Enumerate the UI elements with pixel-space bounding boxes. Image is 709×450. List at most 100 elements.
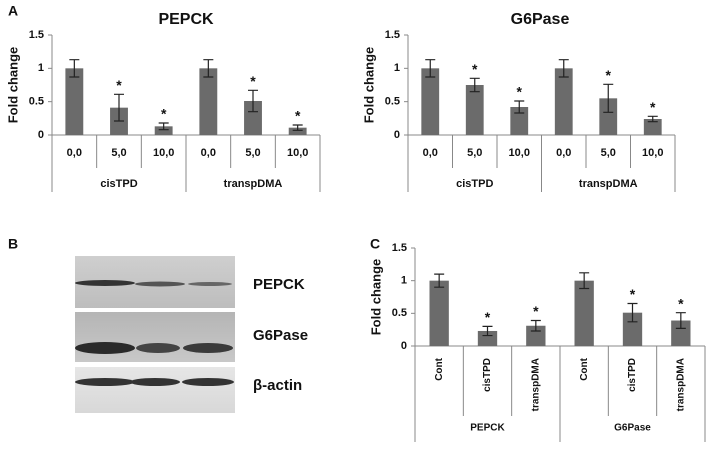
x-tick-label: 0,0	[423, 147, 438, 159]
significance-mark: *	[630, 286, 636, 302]
x-tick-label: 5,0	[601, 147, 616, 159]
y-tick-label: 0.5	[29, 96, 44, 108]
group-label: transpDMA	[579, 178, 638, 190]
group-label: cisTPD	[456, 178, 493, 190]
bar	[421, 68, 440, 135]
blot-band	[130, 378, 180, 386]
error-bar	[203, 59, 214, 78]
bar	[643, 119, 662, 135]
group-label: transpDMA	[224, 178, 283, 190]
bar	[65, 68, 84, 135]
blot-band	[136, 343, 180, 353]
error-bar	[675, 312, 686, 329]
blot-band	[75, 280, 135, 286]
bar	[465, 85, 484, 135]
x-tick-label: 5,0	[245, 147, 260, 159]
bar	[154, 126, 173, 135]
x-tick-label: 0,0	[201, 147, 216, 159]
significance-mark: *	[650, 99, 656, 115]
blot-band	[183, 343, 233, 353]
y-tick-label: 1.5	[385, 29, 400, 41]
error-bar	[69, 59, 80, 78]
x-tick-label: 5,0	[111, 147, 126, 159]
blot-band	[75, 378, 135, 386]
y-tick-label: 0	[401, 340, 407, 352]
y-axis-label: Fold change	[5, 47, 20, 124]
panel-label: A	[8, 3, 18, 19]
significance-mark: *	[161, 106, 167, 122]
error-bar	[647, 115, 658, 123]
error-bar	[425, 59, 436, 78]
x-tick-label: cisTPD	[482, 358, 493, 392]
error-bar	[603, 83, 614, 113]
error-bar	[482, 325, 493, 337]
x-tick-label: Cont	[579, 357, 590, 380]
error-bar	[248, 89, 258, 113]
error-bar	[558, 59, 569, 78]
bar	[671, 320, 691, 346]
panel-label: C	[370, 236, 380, 252]
x-tick-label: cisTPD	[627, 358, 638, 392]
bar	[574, 280, 594, 346]
y-tick-label: 0	[38, 129, 44, 141]
bar	[429, 280, 449, 346]
y-tick-label: 0.5	[392, 307, 407, 319]
chart-title: PEPCK	[158, 11, 214, 28]
error-bar	[292, 124, 303, 131]
bar	[477, 330, 498, 346]
blot-image	[75, 256, 235, 413]
bar	[288, 127, 307, 135]
blot-label: β-actin	[253, 377, 302, 394]
significance-mark: *	[472, 61, 478, 77]
x-tick-label: 10,0	[509, 147, 530, 159]
x-tick-label: 10,0	[153, 147, 174, 159]
group-label: cisTPD	[100, 178, 137, 190]
significance-mark: *	[533, 303, 539, 319]
panel-label: B	[8, 236, 18, 252]
bar	[199, 68, 218, 135]
group-label: G6Pase	[614, 423, 651, 434]
x-tick-label: 10,0	[287, 147, 308, 159]
significance-mark: *	[295, 108, 301, 124]
y-axis-label: Fold change	[361, 47, 376, 124]
significance-mark: *	[485, 309, 491, 325]
group-label: PEPCK	[470, 423, 505, 434]
y-axis-label: Fold change	[368, 259, 383, 336]
x-tick-label: Cont	[434, 357, 445, 380]
y-tick-label: 1.5	[392, 242, 407, 254]
x-tick-label: 10,0	[642, 147, 663, 159]
x-tick-label: transpDMA	[530, 358, 541, 411]
bar	[244, 101, 262, 135]
error-bar	[469, 77, 480, 93]
blot-band	[188, 282, 232, 286]
blot-label: G6Pase	[253, 327, 308, 344]
error-bar	[158, 122, 169, 131]
error-bar	[434, 273, 445, 288]
blot-label: PEPCK	[253, 276, 305, 293]
blot-lane	[75, 312, 235, 362]
x-tick-label: 0,0	[556, 147, 571, 159]
error-bar	[627, 302, 638, 323]
significance-mark: *	[678, 295, 684, 311]
x-tick-label: transpDMA	[675, 358, 686, 411]
error-bar	[514, 100, 525, 114]
y-tick-label: 1	[401, 275, 407, 287]
x-tick-label: 0,0	[67, 147, 82, 159]
error-bar	[114, 93, 124, 122]
y-tick-label: 1.5	[29, 29, 44, 41]
y-tick-label: 1	[394, 62, 400, 74]
y-tick-label: 0.5	[385, 96, 400, 108]
bar	[510, 107, 529, 135]
bar	[599, 98, 618, 135]
x-tick-label: 5,0	[467, 147, 482, 159]
blot-band	[135, 281, 185, 287]
error-bar	[530, 319, 541, 332]
y-tick-label: 0	[394, 129, 400, 141]
significance-mark: *	[517, 84, 523, 100]
significance-mark: *	[606, 67, 612, 83]
chart-title: G6Pase	[511, 11, 570, 28]
blot-lane	[75, 367, 235, 413]
bar	[554, 68, 573, 135]
significance-mark: *	[116, 77, 122, 93]
